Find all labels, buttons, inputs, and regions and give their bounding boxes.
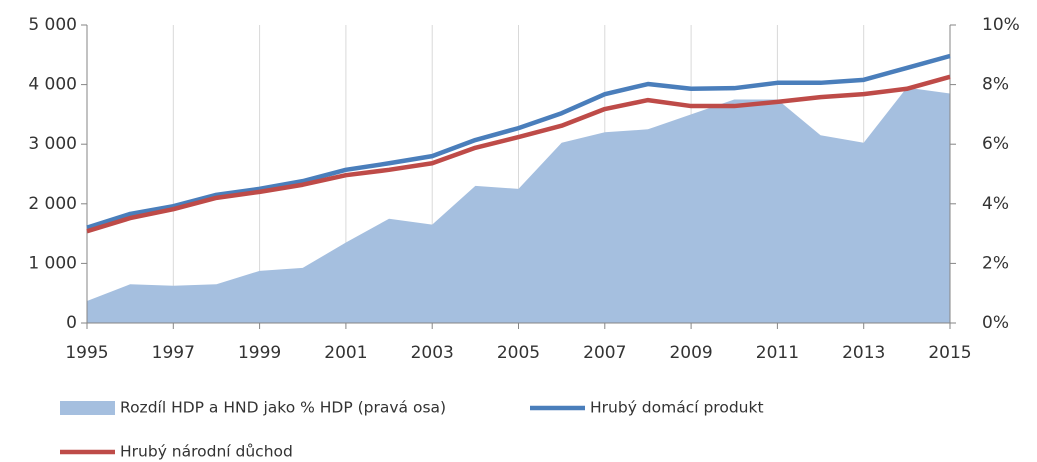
y2-tick-label: 8% [982, 75, 1009, 95]
line [86, 53, 951, 230]
x-tick-label: 2005 [497, 343, 540, 363]
y2-tick-label: 10% [982, 15, 1020, 35]
y-tick-label: 2 000 [28, 194, 77, 214]
x-tick-label: 2007 [583, 343, 626, 363]
y2-tick-label: 4% [982, 194, 1009, 214]
y-tick-label: 3 000 [28, 134, 77, 154]
legend-label: Rozdíl HDP a HND jako % HDP (pravá osa) [120, 399, 446, 417]
x-tick-label: 2015 [928, 343, 971, 363]
legend-label: Hrubý domácí produkt [590, 399, 764, 417]
x-tick-label: 1997 [152, 343, 195, 363]
x-tick-label: 2011 [756, 343, 799, 363]
y-tick-label: 0 [66, 313, 77, 333]
x-tick-label: 1999 [238, 343, 281, 363]
x-tick-label: 2013 [842, 343, 885, 363]
x-tick-label: 1995 [65, 343, 108, 363]
legend-swatch [60, 401, 115, 415]
line [86, 74, 951, 234]
x-tick-label: 2001 [324, 343, 367, 363]
area [87, 87, 950, 323]
x-tick-label: 2003 [411, 343, 454, 363]
y2-tick-label: 6% [982, 134, 1009, 154]
legend-label: Hrubý národní důchod [120, 443, 293, 461]
y-tick-label: 5 000 [28, 15, 77, 35]
x-tick-label: 2009 [669, 343, 712, 363]
y2-tick-label: 0% [982, 313, 1009, 333]
y-tick-label: 1 000 [28, 253, 77, 273]
y2-tick-label: 2% [982, 253, 1009, 273]
y-tick-label: 4 000 [28, 75, 77, 95]
